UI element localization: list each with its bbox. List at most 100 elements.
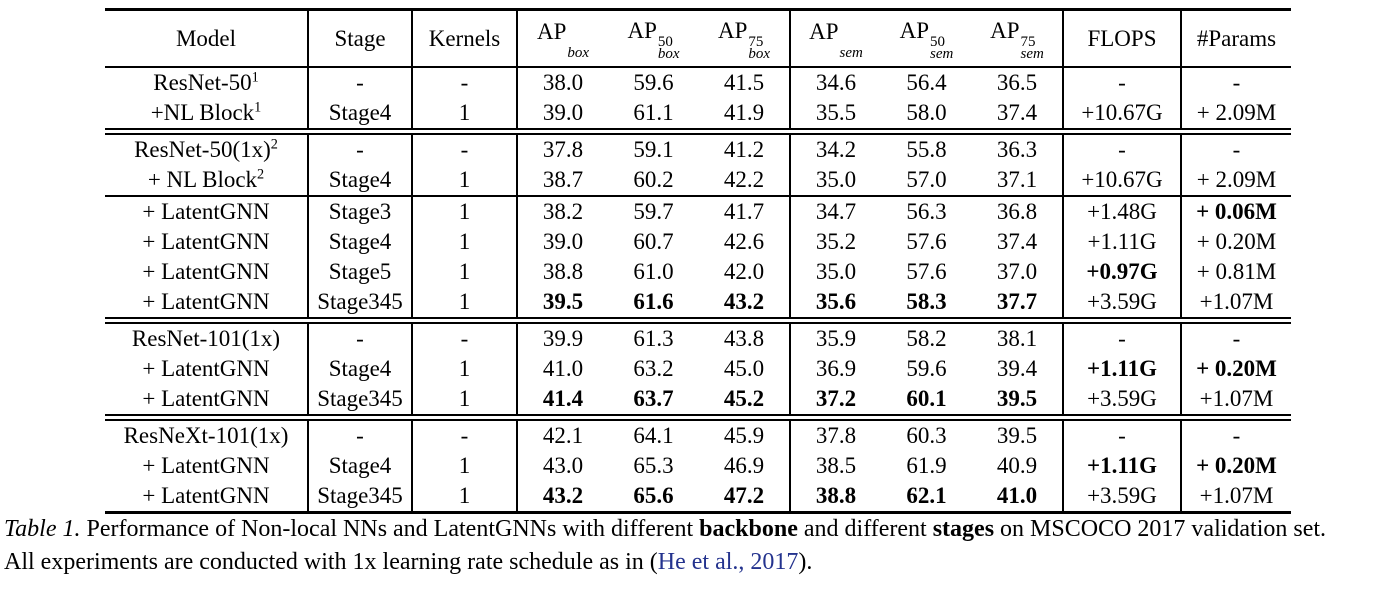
table-row: + LatentGNN Stage345 1 39.5 61.6 43.2 35.6 58.3… (105, 287, 1291, 321)
cell-ap-box: 38.0 (542, 70, 584, 95)
cell-ap-sem-75: 38.1 (972, 320, 1064, 354)
table-row: ResNet-50(1x)2- -37.8 59.1 41.2 34.2 55.8 36.3… (105, 131, 1291, 165)
metric-subsup: box (567, 35, 590, 61)
metric-subscript: box (567, 45, 590, 61)
cell-ap-sem: 38.5 (815, 453, 857, 478)
metric-subscript: sem (930, 46, 954, 62)
cell-flops: +3.59G (1063, 481, 1182, 513)
metric-subsup: 50 sem (930, 34, 954, 62)
cell-ap-sem-50: 60.1 (906, 386, 947, 411)
metric-superscript: 50 (930, 34, 946, 50)
cell-flops: - (1063, 417, 1182, 451)
cell-ap-sem: 34.6 (815, 70, 857, 95)
cell-ap-box-50: 60.7 (633, 229, 674, 254)
col-header-params: #Params (1196, 26, 1277, 51)
cell-stage: Stage4 (308, 165, 413, 196)
cell-ap-box-75: 45.2 (699, 384, 791, 418)
cell-ap-sem-75: 39.5 (972, 417, 1064, 451)
caption-text: on MSCOCO 2017 validation set. (994, 516, 1327, 542)
cell-params: - (1232, 137, 1241, 162)
cell-kernels: - (412, 67, 518, 98)
cell-params: + 0.20M (1196, 229, 1277, 254)
cell-ap-box: 39.0 (542, 229, 584, 254)
cell-ap-sem: 35.6 (815, 289, 857, 314)
table-row: + LatentGNN Stage4 1 41.0 63.2 45.0 36.9 59.6 39… (105, 354, 1291, 384)
cell-model: ResNet-501 (105, 67, 309, 98)
cell-model: + LatentGNN (105, 481, 309, 513)
col-header-ap-sem-75: AP 75 sem (972, 9, 1064, 67)
col-header-kernels: Kernels (412, 9, 518, 67)
table-row: ResNet-101(1x) - -39.9 61.3 43.8 35.9 58.2 38.1… (105, 320, 1291, 354)
cell-ap-sem-50: 59.6 (906, 356, 947, 381)
cell-params: + 0.20M (1196, 453, 1277, 478)
cell-model: + LatentGNN (105, 384, 309, 418)
cell-model: + LatentGNN (105, 287, 309, 321)
cell-ap-box-50: 65.6 (633, 483, 674, 508)
cell-flops: +3.59G (1063, 287, 1182, 321)
metric-superscript: 75 (1020, 34, 1036, 50)
cell-stage: Stage345 (308, 287, 413, 321)
citation-link[interactable]: He et al., 2017 (657, 549, 799, 575)
cell-ap-sem: 35.0 (815, 167, 857, 192)
cell-model: ResNet-101(1x) (105, 320, 309, 354)
cell-flops: - (1063, 67, 1182, 98)
cell-ap-sem-50: 61.9 (906, 453, 947, 478)
cell-ap-sem-75: 36.5 (972, 67, 1064, 98)
cell-params: + 0.20M (1196, 356, 1277, 381)
cell-ap-box-75: 46.9 (699, 451, 791, 481)
cell-ap-sem-50: 55.8 (906, 137, 947, 162)
col-header-ap-box-50: AP 50 box (608, 10, 699, 68)
cell-ap-box: 42.1 (542, 423, 584, 448)
cell-params: +1.07M (1199, 386, 1274, 411)
results-table-container: Model Stage Kernels AP box AP 50 box AP 75 box AP se… (105, 8, 1291, 514)
cell-ap-sem-50: 56.3 (906, 199, 947, 224)
cell-ap-box-75: 43.8 (699, 320, 791, 354)
caption-emphasis: stages (932, 516, 995, 542)
caption-text: and different (797, 516, 933, 542)
cell-model: + LatentGNN (105, 196, 309, 227)
cell-model: + LatentGNN (105, 257, 309, 287)
cell-ap-box: 41.4 (542, 386, 584, 411)
cell-stage: - (308, 67, 413, 98)
col-header-ap-sem: AP sem (790, 10, 881, 68)
cell-kernels: 1 (412, 257, 518, 287)
cell-ap-box: 41.0 (542, 356, 584, 381)
cell-stage: Stage345 (308, 384, 413, 418)
cell-model: ResNet-50(1x)2 (105, 131, 309, 165)
cell-params: + 0.06M (1196, 199, 1277, 224)
cell-ap-sem-75: 37.7 (972, 287, 1064, 321)
caption-emphasis: backbone (699, 516, 798, 542)
cell-stage: Stage4 (308, 227, 413, 257)
cell-params: - (1232, 326, 1241, 351)
cell-ap-sem: 37.8 (815, 423, 857, 448)
cell-ap-box-75: 41.7 (699, 196, 791, 227)
table-group-3: ResNet-101(1x) - -39.9 61.3 43.8 35.9 58.2 38.1… (105, 320, 1291, 418)
cell-flops: +1.11G (1063, 354, 1182, 384)
cell-ap-sem-50: 57.6 (906, 259, 947, 284)
cell-flops: +1.11G (1063, 227, 1182, 257)
cell-ap-sem-75: 37.4 (972, 98, 1064, 132)
metric-base: AP (809, 19, 839, 44)
cell-ap-sem-50: 58.3 (906, 289, 947, 314)
cell-model: +NL Block1 (105, 98, 309, 132)
table-group-2: ResNet-50(1x)2- -37.8 59.1 41.2 34.2 55.8 36.3… (105, 131, 1291, 321)
table-caption: Table 1. Performance of Non-local NNs an… (4, 513, 1396, 579)
metric-subsup: sem (840, 35, 863, 61)
metric-base: AP (627, 18, 657, 43)
cell-stage: Stage345 (308, 481, 413, 513)
table-row: + LatentGNN Stage3 1 38.2 59.7 41.7 34.7 56.3 36… (105, 196, 1291, 227)
table-row: + LatentGNN Stage5 1 38.8 61.0 42.0 35.0 57.6 37… (105, 257, 1291, 287)
metric-base: AP (990, 18, 1020, 43)
cell-ap-sem: 38.8 (815, 483, 857, 508)
cell-ap-sem: 34.2 (815, 137, 857, 162)
cell-params: - (1232, 423, 1241, 448)
cell-ap-box: 43.0 (542, 453, 584, 478)
cell-flops: +1.11G (1063, 451, 1182, 481)
table-header: Model Stage Kernels AP box AP 50 box AP 75 box AP se… (105, 9, 1291, 68)
cell-ap-sem: 34.7 (815, 199, 857, 224)
table-group-1: ResNet-501- -38.0 59.6 41.5 34.6 56.4 36.5- - +N… (105, 67, 1291, 132)
cell-ap-box-50: 59.1 (633, 137, 674, 162)
cell-kernels: 1 (412, 354, 518, 384)
cell-ap-box-50: 59.6 (633, 70, 674, 95)
footnote-marker: 1 (254, 99, 262, 116)
